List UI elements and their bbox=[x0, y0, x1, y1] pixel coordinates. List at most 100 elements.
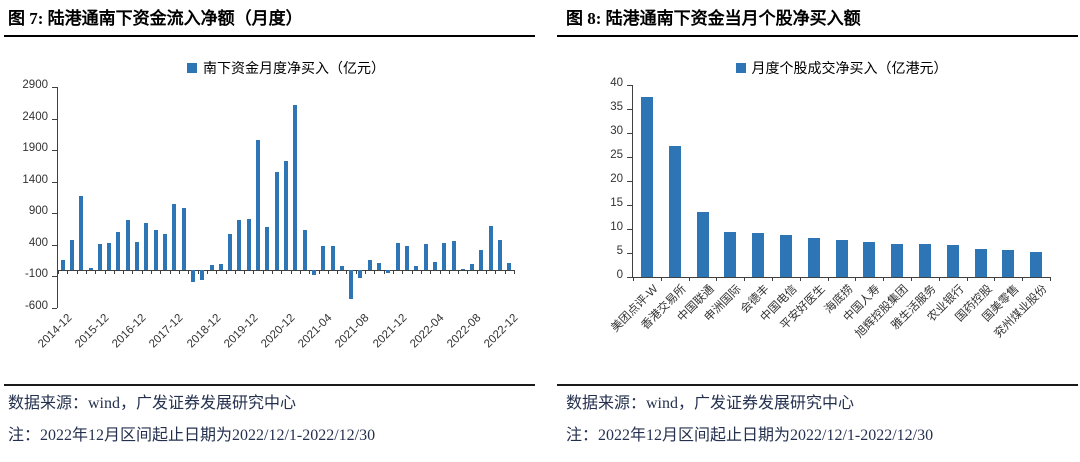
x-axis-category-label: 国药控股 bbox=[953, 283, 995, 325]
bar-2021-11 bbox=[386, 270, 391, 273]
x-axis-tick bbox=[123, 270, 125, 275]
legend-swatch-icon bbox=[735, 63, 746, 73]
bar-2018-06 bbox=[190, 270, 195, 283]
y-axis-tick bbox=[627, 85, 632, 86]
bar-2017-12 bbox=[172, 204, 177, 271]
x-axis-tick bbox=[476, 270, 478, 275]
y-axis-tick bbox=[627, 109, 632, 110]
x-axis-tick bbox=[448, 270, 450, 275]
figure8-footer-rule bbox=[557, 384, 1078, 386]
bar-2018-12 bbox=[209, 265, 214, 271]
bar-兖州煤业股份 bbox=[1030, 252, 1043, 277]
y-axis-tick bbox=[627, 229, 632, 230]
x-axis-category-label: 兖州煤业股份 bbox=[992, 283, 1050, 341]
x-axis-tick bbox=[234, 270, 236, 275]
y-axis-tick bbox=[52, 87, 57, 88]
x-axis-category-label: 2015-12 bbox=[73, 312, 112, 351]
x-axis-tick bbox=[855, 277, 857, 281]
x-axis-tick bbox=[141, 270, 143, 275]
x-axis-tick bbox=[383, 270, 385, 275]
figure8-title-rule bbox=[557, 35, 1078, 37]
x-axis-tick bbox=[938, 277, 940, 281]
y-axis-tick bbox=[627, 205, 632, 206]
bar-2020-09 bbox=[274, 172, 279, 271]
x-axis-category-label: 2019-12 bbox=[221, 312, 261, 351]
bar-2020-06 bbox=[265, 227, 270, 271]
x-axis-tick bbox=[132, 270, 134, 275]
x-axis-tick bbox=[486, 270, 488, 275]
x-axis-tick bbox=[716, 277, 718, 281]
x-axis-tick bbox=[467, 270, 469, 275]
bar-海底捞 bbox=[835, 239, 848, 277]
x-axis-tick bbox=[281, 270, 283, 275]
bar-申洲国际 bbox=[724, 232, 737, 277]
bar-美团点评-W bbox=[640, 96, 653, 277]
x-axis-tick bbox=[994, 277, 996, 281]
bar-2021-09 bbox=[367, 259, 372, 271]
bar-农业银行 bbox=[946, 245, 959, 277]
x-axis-tick bbox=[318, 270, 320, 275]
figure8-source: 数据来源：wind，广发证券发展研究中心 bbox=[566, 395, 855, 412]
bar-2015-12 bbox=[97, 243, 102, 271]
bar-2016-09 bbox=[125, 219, 130, 271]
x-axis-tick bbox=[799, 277, 801, 281]
x-axis-tick bbox=[514, 270, 515, 275]
bar-2019-06 bbox=[228, 233, 233, 271]
bar-2022-03 bbox=[423, 243, 428, 271]
bar-2016-06 bbox=[116, 231, 121, 271]
x-axis-tick bbox=[216, 270, 218, 275]
x-axis-tick bbox=[365, 270, 367, 275]
x-axis-category-label: 美团点评-W bbox=[609, 283, 661, 335]
x-axis-category-label: 2021-04 bbox=[296, 312, 335, 351]
x-axis-tick bbox=[355, 270, 357, 275]
x-axis-tick bbox=[439, 270, 441, 275]
x-axis-category-label: 2018-12 bbox=[184, 312, 224, 351]
bar-2019-09 bbox=[237, 219, 242, 271]
x-axis-tick bbox=[262, 270, 264, 275]
bar-香港交易所 bbox=[668, 145, 681, 277]
y-axis-line bbox=[632, 85, 633, 277]
x-axis-tick bbox=[151, 270, 153, 275]
y-axis-tick-label: 40 bbox=[610, 77, 623, 89]
x-axis-tick bbox=[85, 270, 87, 275]
x-axis-tick bbox=[883, 277, 885, 281]
bar-2022-10 bbox=[488, 225, 493, 271]
x-axis-tick bbox=[772, 277, 773, 281]
x-axis-tick bbox=[744, 277, 746, 281]
x-axis-tick bbox=[95, 270, 97, 275]
x-axis-tick bbox=[411, 270, 413, 275]
figure7-title-rule bbox=[4, 35, 535, 37]
y-axis-tick-label: 15 bbox=[610, 197, 623, 209]
x-axis-category-label: 雅生活服务 bbox=[889, 283, 939, 333]
bar-2017-09 bbox=[163, 233, 168, 271]
bar-中国电信 bbox=[779, 235, 792, 277]
y-axis-tick-label: 25 bbox=[610, 149, 623, 161]
x-axis-tick bbox=[688, 277, 690, 281]
x-axis-tick bbox=[402, 270, 404, 275]
y-axis-tick bbox=[627, 253, 632, 254]
x-axis-tick bbox=[178, 270, 180, 275]
legend-swatch-icon bbox=[187, 63, 197, 73]
x-axis-category-label: 香港交易所 bbox=[639, 283, 689, 333]
y-axis-tick bbox=[627, 277, 632, 278]
x-axis-category-label: 2022-12 bbox=[482, 312, 521, 351]
bar-2018-09 bbox=[200, 270, 205, 280]
figure7-source: 数据来源：wind，广发证券发展研究中心 bbox=[8, 395, 297, 412]
y-axis-tick bbox=[52, 308, 57, 309]
bar-旭辉控股集团 bbox=[891, 243, 904, 277]
x-axis-tick bbox=[188, 270, 190, 275]
bar-2015-09 bbox=[88, 268, 93, 271]
bar-2021-04 bbox=[321, 246, 326, 271]
x-axis-tick bbox=[253, 270, 255, 275]
y-axis-tick bbox=[52, 244, 57, 246]
bar-2014-12 bbox=[60, 260, 65, 271]
bar-2015-03 bbox=[69, 240, 74, 271]
y-axis-tick bbox=[627, 133, 632, 134]
x-axis-tick bbox=[911, 277, 912, 281]
figure7-footer-rule bbox=[4, 384, 535, 386]
bar-中国联通 bbox=[696, 212, 709, 277]
bar-2019-03 bbox=[218, 264, 223, 271]
bar-会德丰 bbox=[752, 232, 765, 277]
x-axis-tick bbox=[299, 270, 301, 275]
